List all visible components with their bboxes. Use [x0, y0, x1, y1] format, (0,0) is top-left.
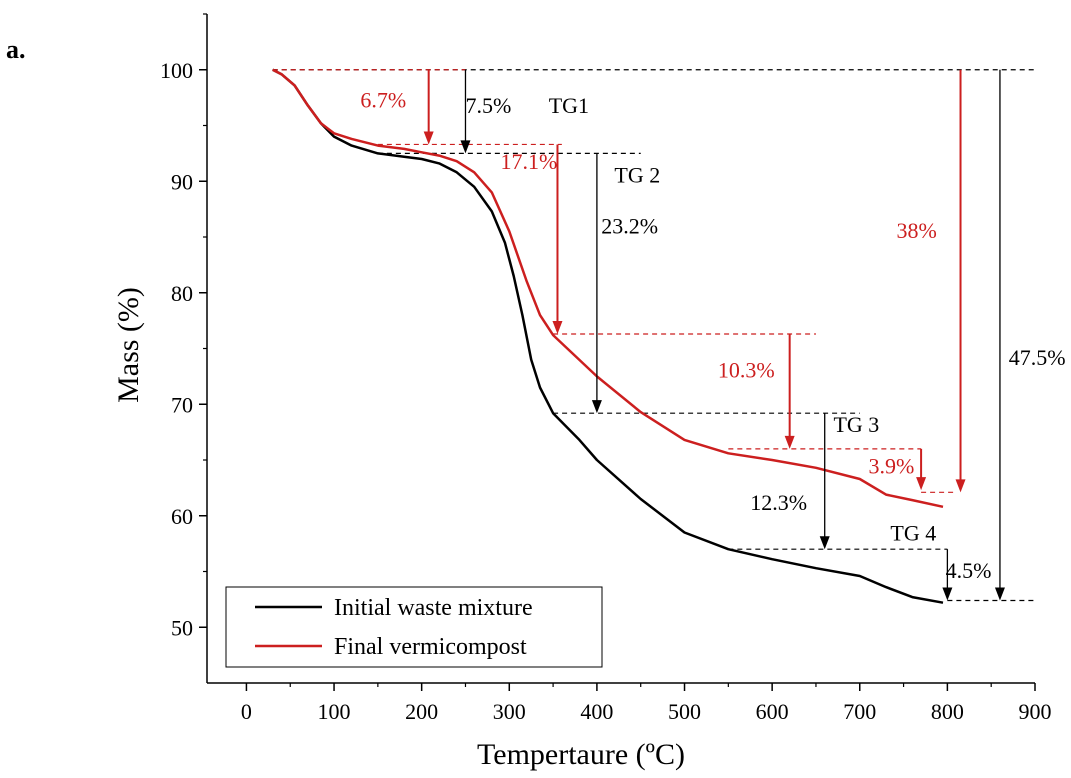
y-tick-label: 50 — [171, 615, 193, 640]
arrow-head-black — [460, 140, 471, 154]
annotation-label: 6.7% — [360, 88, 406, 113]
legend: Initial waste mixture Final vermicompost — [225, 586, 603, 668]
arrow-head-black — [591, 400, 602, 414]
annotation-label: 4.5% — [946, 558, 992, 583]
x-tick-label: 400 — [580, 699, 613, 724]
drop-arrows — [423, 69, 1005, 601]
legend-label-final-vermicompost: Final vermicompost — [334, 634, 527, 660]
annotation-label: TG1 — [549, 93, 589, 118]
annotation-label: TG 2 — [614, 162, 660, 187]
annotation-label: TG 3 — [833, 412, 879, 437]
panel-label: a. — [6, 35, 26, 64]
arrow-head-black — [819, 536, 830, 550]
y-tick-label: 70 — [171, 392, 193, 417]
arrow-head-red — [784, 435, 795, 449]
annotation-label: TG 4 — [890, 520, 936, 545]
annotation-label: 38% — [897, 218, 937, 243]
x-tick-label: 500 — [668, 699, 701, 724]
y-tick-label: 100 — [160, 58, 193, 83]
series-line-final-vermicompost — [272, 68, 944, 509]
annotation-label: 17.1% — [501, 149, 558, 174]
x-tick-label: 200 — [405, 699, 438, 724]
axes — [206, 14, 1035, 684]
arrow-head-red — [423, 131, 434, 145]
y-axis-title: Mass (%) — [112, 287, 145, 403]
x-tick-label: 700 — [843, 699, 876, 724]
x-tick-label: 300 — [493, 699, 526, 724]
arrow-head-red — [552, 321, 563, 335]
annotations: 7.5% TG1 TG 2 23.2% 47.5% TG 3 12.3% TG 4 4.5% 6.… — [360, 88, 1065, 584]
annotation-label: 47.5% — [1009, 345, 1066, 370]
annotation-label: 23.2% — [601, 214, 658, 239]
x-tick-label: 0 — [241, 699, 252, 724]
arrow-head-black — [942, 587, 953, 601]
annotation-label: 10.3% — [718, 357, 775, 382]
y-tick-label: 90 — [171, 169, 193, 194]
series-line-initial-waste-mixture — [272, 68, 944, 604]
arrow-head-red — [916, 477, 927, 491]
y-tick-label: 80 — [171, 281, 193, 306]
arrow-head-black — [994, 587, 1005, 601]
arrow-head-red — [955, 479, 966, 493]
legend-label-initial-waste-mixture: Initial waste mixture — [334, 595, 533, 621]
x-axis-title: Tempertaure (ºC) — [477, 738, 685, 771]
series-layer — [272, 68, 944, 604]
x-tick-label: 900 — [1019, 699, 1052, 724]
x-tick-label: 100 — [318, 699, 351, 724]
x-tick-label: 800 — [931, 699, 964, 724]
x-tick-label: 600 — [756, 699, 789, 724]
ticks: 0 100 200 300 400 500 600 700 800 900 50 60 70 80 90 10… — [160, 13, 1052, 724]
annotation-label: 7.5% — [465, 93, 511, 118]
annotation-label: 3.9% — [869, 453, 915, 478]
annotation-label: 12.3% — [750, 490, 807, 515]
legend-box — [225, 586, 603, 668]
y-tick-label: 60 — [171, 504, 193, 529]
